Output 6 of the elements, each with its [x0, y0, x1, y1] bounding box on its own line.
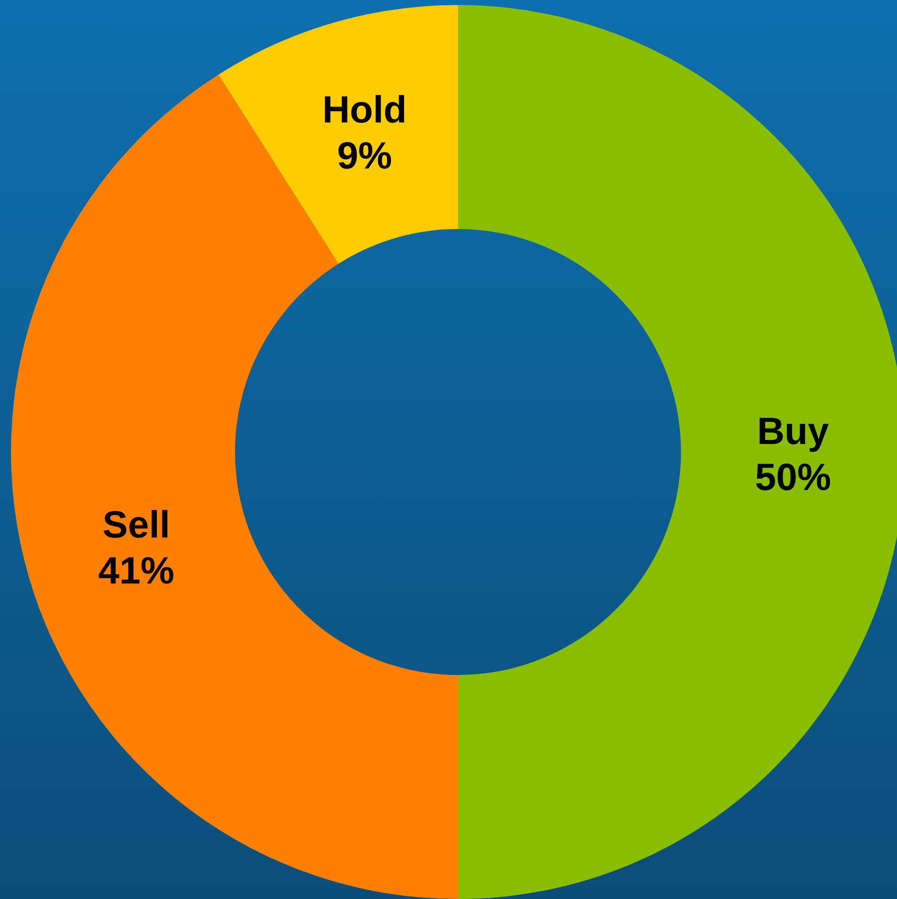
data-label: 50%	[754, 457, 832, 499]
slice-label: Sell	[102, 504, 170, 546]
data-label: 41%	[98, 550, 174, 592]
data-label: 9%	[337, 135, 392, 178]
slice-label: Buy	[757, 411, 829, 453]
slice-label: Hold	[322, 89, 407, 132]
